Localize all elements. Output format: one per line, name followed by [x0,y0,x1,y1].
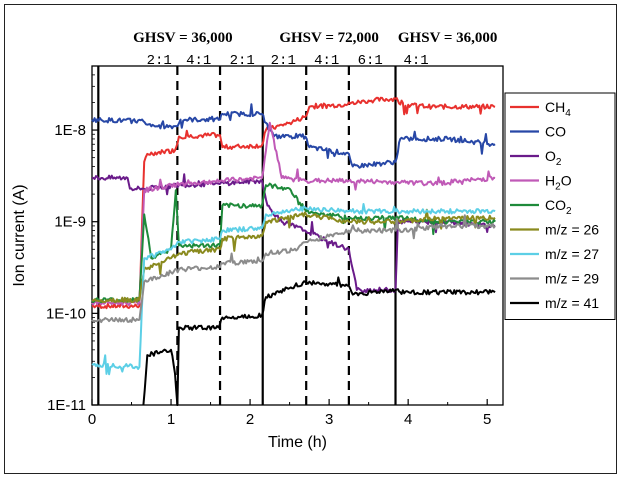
series-line-2 [91,173,496,294]
legend-entry: m/z = 26 [545,222,599,238]
ratio-label: 2:1 [230,53,255,69]
ghsv-label: GHSV = 36,000 [398,30,498,46]
series-line-7 [91,214,496,324]
series-line-4 [91,182,496,304]
x-tick-label: 1 [167,411,175,428]
legend-entry: CO [545,124,566,140]
legend-entry: CH4 [545,99,571,119]
legend-entry: O2 [545,148,562,168]
x-axis-title: Time (h) [268,434,327,451]
y-tick-label: 1E-9 [54,214,86,231]
ratio-label: 2:1 [271,53,296,69]
x-tick-label: 3 [325,411,333,428]
x-tick-label: 4 [404,411,412,428]
y-axis-title: Ion current (A) [11,184,28,286]
series-line-5 [91,208,496,304]
ratio-label: 2:1 [147,53,172,69]
legend-entry: m/z = 29 [545,271,599,287]
ratio-label: 4:1 [314,53,339,69]
legend-entry: m/z = 41 [545,295,599,311]
legend-entry: H2O [545,173,572,193]
ratio-label: 6:1 [358,53,383,69]
series-line-6 [91,203,496,376]
series-line-1 [91,103,496,169]
ghsv-label: GHSV = 36,000 [133,30,233,46]
ratio-label: 4:1 [403,53,428,69]
legend-entry: CO2 [545,197,572,217]
figure-frame [4,4,617,474]
series-line-0 [91,96,496,310]
legend-entry: m/z = 27 [545,246,599,262]
ratio-label: 4:1 [186,53,211,69]
x-tick-label: 5 [483,411,491,428]
y-tick-label: 1E-11 [47,397,86,414]
x-tick-label: 0 [88,411,96,428]
y-tick-label: 1E-8 [54,122,86,139]
series-line-3 [91,121,496,307]
series-line-8 [142,276,496,406]
y-tick-label: 1E-10 [46,305,86,322]
x-tick-label: 2 [246,411,254,428]
ghsv-label: GHSV = 72,000 [279,30,379,46]
plot-area [91,65,504,406]
